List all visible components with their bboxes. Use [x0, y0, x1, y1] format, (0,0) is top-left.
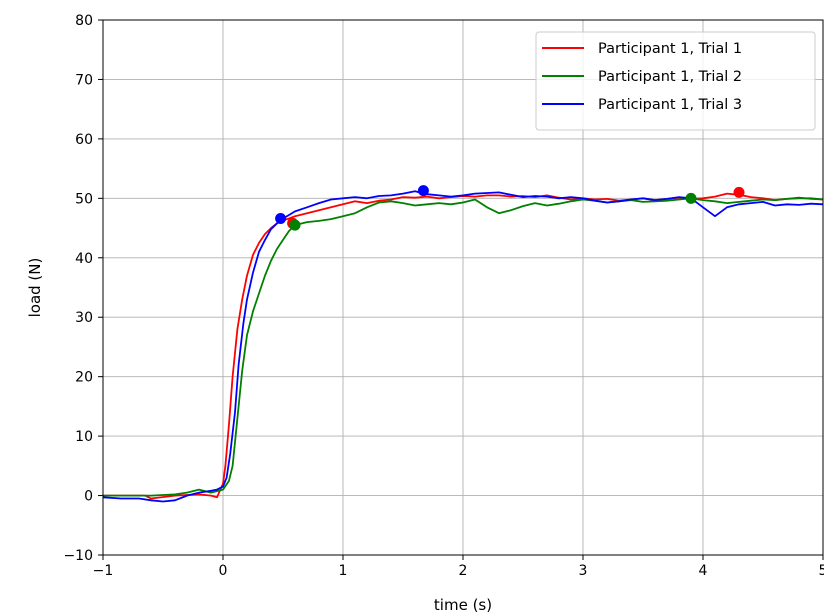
x-tick-label: 1: [339, 563, 348, 579]
y-axis-label: load (N): [26, 258, 44, 318]
y-tick-label: 80: [75, 13, 93, 29]
y-tick-label: 30: [75, 310, 93, 326]
x-tick-label: 5: [819, 563, 824, 579]
x-tick-label: 3: [579, 563, 588, 579]
x-tick-label: 0: [219, 563, 228, 579]
legend-label: Participant 1, Trial 2: [598, 69, 742, 85]
x-tick-label: −1: [93, 563, 114, 579]
x-axis-label: time (s): [434, 596, 492, 614]
x-tick-label: 2: [459, 563, 468, 579]
y-tick-label: 50: [75, 191, 93, 207]
marker-point-trial-3: [417, 185, 429, 197]
legend-label: Participant 1, Trial 3: [598, 97, 742, 113]
x-tick-label: 4: [699, 563, 708, 579]
axis-ticks: [98, 19, 824, 560]
marker-point-trial-2: [289, 219, 301, 231]
marker-point-trial-3: [275, 213, 287, 225]
marker-point-trial-2: [685, 192, 697, 204]
legend-label: Participant 1, Trial 1: [598, 41, 742, 57]
y-tick-label: −10: [63, 548, 93, 564]
y-tick-label: 10: [75, 429, 93, 445]
y-tick-label: 70: [75, 72, 93, 88]
y-tick-label: 20: [75, 370, 93, 386]
y-tick-label: 40: [75, 251, 93, 267]
legend-box: [535, 31, 816, 131]
y-tick-label: 60: [75, 132, 93, 148]
series-markers: [275, 185, 745, 231]
marker-point-trial-1: [733, 186, 745, 198]
legend: Participant 1, Trial 1 Participant 1, Tri…: [535, 31, 816, 131]
y-tick-label: 0: [84, 489, 93, 505]
